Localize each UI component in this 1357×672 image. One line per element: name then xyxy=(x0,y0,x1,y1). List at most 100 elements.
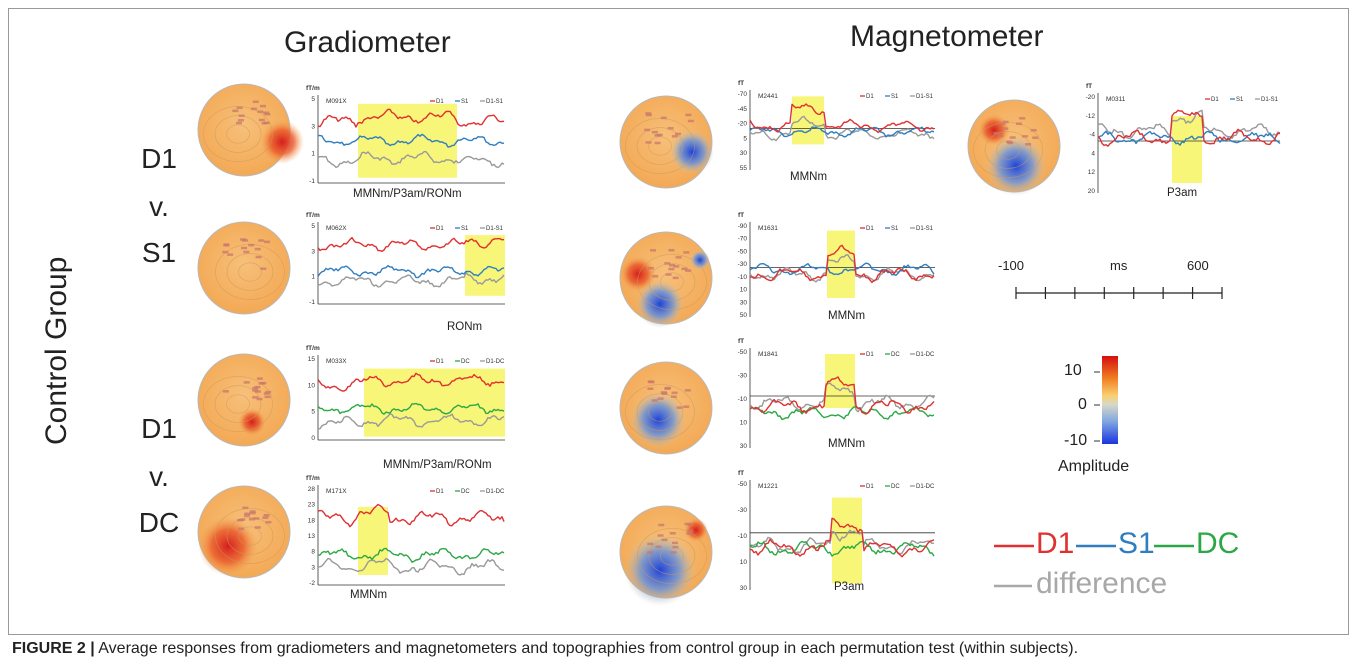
contour-line xyxy=(226,253,274,291)
y-tick-label: -20 xyxy=(1086,94,1096,101)
y-unit-label: fT xyxy=(738,80,744,87)
contour-line xyxy=(984,131,1032,169)
sensor-mark xyxy=(255,255,262,259)
sensor-mark xyxy=(1002,120,1009,124)
y-tick-label: 4 xyxy=(1091,150,1095,157)
head-outline xyxy=(197,353,291,447)
difference-trace xyxy=(749,382,935,413)
window-label: P3am xyxy=(1167,187,1197,199)
sensor-mark xyxy=(997,134,1004,138)
panel-legend-entry: D1 xyxy=(866,352,874,358)
y-tick-label: -30 xyxy=(738,261,748,268)
sensor-mark xyxy=(263,392,270,395)
sensor-mark xyxy=(244,514,251,517)
sensor-mark xyxy=(645,141,652,144)
difference-trace xyxy=(749,529,935,555)
y-tick-label: 3 xyxy=(311,564,315,571)
topography-head xyxy=(619,505,713,606)
panel-legend-entry: D1-S1 xyxy=(916,94,934,100)
sensor-mark xyxy=(260,267,267,270)
topography-head xyxy=(619,95,714,189)
negative-field xyxy=(624,534,696,606)
sensor-mark xyxy=(668,263,675,267)
sensor-mark xyxy=(238,114,245,117)
caption-text: Average responses from gradiometers and … xyxy=(94,640,1079,657)
y-unit-label: fT/m xyxy=(306,85,320,92)
sensor-mark xyxy=(238,527,245,530)
panel-legend-entry: D1-DC xyxy=(916,352,935,358)
sensor-mark xyxy=(671,135,678,138)
panel-legend-entry: S1 xyxy=(891,94,899,100)
y-tick-label: 1 xyxy=(311,151,315,158)
sensor-id: M0311 xyxy=(1106,96,1126,103)
sensor-mark xyxy=(651,130,658,134)
sensor-mark xyxy=(683,251,690,254)
y-tick-label: -70 xyxy=(738,91,748,98)
caption-label: FIGURE 2 | xyxy=(12,640,95,657)
row-label-d1-bottom: D1 xyxy=(141,413,177,444)
contour-line xyxy=(226,394,250,414)
panel-legend-entry: D1-S1 xyxy=(1261,97,1279,103)
y-tick-label: 50 xyxy=(740,312,748,319)
topography-head xyxy=(619,361,713,455)
sensor-mark xyxy=(227,253,234,256)
analysis-window xyxy=(1172,116,1202,183)
waveform-panel: -20 -12 -4 4 12 20 fT M0311 D1 S1 D1-S1 P3am xyxy=(1086,83,1281,199)
y-tick-label: 20 xyxy=(1088,188,1096,195)
waveform-panel: -50 -30 -10 10 30 fT M1841 D1 DC D1-DC MMNm xyxy=(738,338,935,450)
sensor-id: M062X xyxy=(326,225,347,232)
sensor-mark xyxy=(681,267,688,271)
sensor-mark xyxy=(675,132,682,136)
sensor-mark xyxy=(260,104,267,108)
sensor-mark xyxy=(252,386,259,390)
window-label: MMNm/P3am/RONm xyxy=(353,188,462,200)
contour-line xyxy=(238,262,262,282)
sensor-mark xyxy=(664,262,671,265)
sensor-mark xyxy=(669,532,676,535)
sensor-mark xyxy=(244,512,251,516)
y-tick-label: -10 xyxy=(738,533,748,540)
y-unit-label: fT/m xyxy=(306,345,320,352)
d1-trace xyxy=(317,372,505,392)
sensor-id: M2441 xyxy=(758,93,778,100)
topography-head xyxy=(619,231,713,328)
sensor-mark xyxy=(644,128,651,132)
time-scale-start: -100 xyxy=(998,258,1025,273)
sensor-mark xyxy=(671,541,678,545)
sensor-mark xyxy=(250,107,257,111)
positive-field xyxy=(238,408,266,436)
sensor-mark xyxy=(263,111,270,115)
y-tick-label: 1 xyxy=(311,274,315,281)
sensor-mark xyxy=(687,529,694,533)
contour-line xyxy=(625,118,695,174)
negative-field xyxy=(636,280,684,328)
y-tick-label: -50 xyxy=(738,481,748,488)
y-tick-label: 30 xyxy=(740,299,748,306)
sensor-mark xyxy=(667,127,674,130)
sensor-mark xyxy=(686,532,693,535)
panel-legend-entry: D1 xyxy=(1211,97,1219,103)
sensor-mark xyxy=(684,522,691,526)
sensor-mark xyxy=(687,119,694,123)
y-tick-label: -1 xyxy=(309,178,315,185)
sensor-mark xyxy=(658,523,665,527)
sensor-mark xyxy=(1016,122,1023,125)
sensor-mark xyxy=(647,542,654,546)
difference-trace xyxy=(317,151,505,169)
topography-head xyxy=(197,485,291,579)
sensor-mark xyxy=(254,526,261,529)
sensor-mark xyxy=(1025,143,1032,146)
sensor-mark xyxy=(650,249,657,252)
contour-line xyxy=(238,526,262,546)
sensor-mark xyxy=(264,112,271,116)
window-label: MMNm xyxy=(790,171,827,183)
analysis-window xyxy=(465,235,505,296)
contour-line xyxy=(660,546,684,566)
y-tick-label: -20 xyxy=(738,121,748,128)
y-tick-label: -2 xyxy=(309,580,315,587)
panel-legend-entry: S1 xyxy=(1236,97,1244,103)
sensor-mark xyxy=(252,396,259,399)
waveform-panel: -90 -70 -50 -30 -10 10 30 50 fT M1631 D1 S1 D1-S1 MMN… xyxy=(738,212,935,322)
y-tick-label: 3 xyxy=(311,248,315,255)
y-tick-label: 0 xyxy=(311,435,315,442)
